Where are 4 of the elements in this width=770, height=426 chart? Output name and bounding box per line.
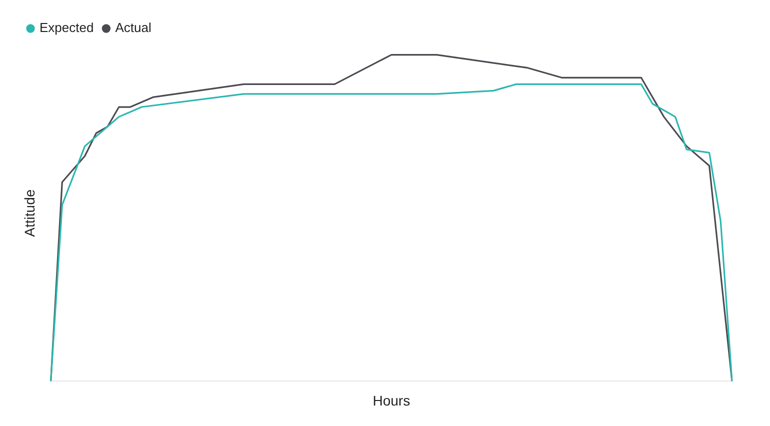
legend-label: Expected <box>40 20 94 36</box>
legend-label: Actual <box>115 20 152 36</box>
x-axis-title: Hours <box>372 392 410 408</box>
y-axis-title: Attitude <box>21 189 38 237</box>
